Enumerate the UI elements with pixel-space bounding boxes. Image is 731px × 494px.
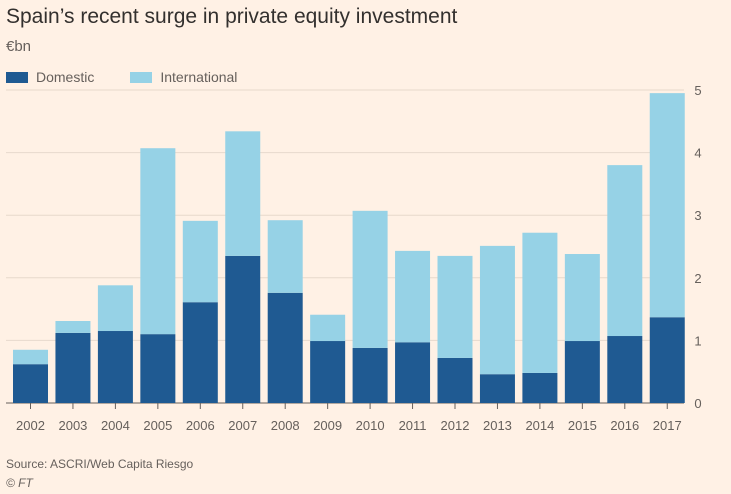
bar-international-2010 — [352, 210, 388, 348]
x-tick-label: 2002 — [16, 418, 45, 433]
bar-international-2015 — [564, 254, 600, 342]
bar-domestic-2009 — [310, 341, 346, 403]
bar-domestic-2007 — [225, 255, 261, 403]
bar-international-2005 — [140, 148, 176, 335]
x-tick-label: 2011 — [399, 418, 427, 433]
bar-international-2008 — [267, 220, 303, 293]
x-tick-label: 2014 — [525, 418, 554, 433]
legend: Domestic International — [6, 69, 265, 85]
bar-domestic-2008 — [267, 292, 303, 403]
bar-domestic-2013 — [479, 374, 515, 403]
x-tick-label: 2017 — [653, 418, 682, 433]
y-axis-unit: €bn — [6, 38, 32, 55]
bar-domestic-2010 — [352, 347, 388, 403]
chart-title: Spain’s recent surge in private equity i… — [6, 5, 458, 28]
bar-domestic-2016 — [607, 336, 643, 403]
x-tick-label: 2010 — [356, 418, 385, 433]
y-tick-label: 3 — [694, 208, 701, 223]
x-tick-label: 2013 — [483, 418, 512, 433]
x-tick-label: 2003 — [58, 418, 87, 433]
bar-domestic-2003 — [55, 332, 91, 403]
bar-international-2002 — [13, 349, 48, 365]
bar-international-2014 — [522, 232, 558, 373]
legend-label-domestic: Domestic — [36, 69, 95, 85]
y-tick-label: 1 — [694, 333, 701, 348]
bar-international-2006 — [182, 220, 218, 303]
bar-international-2009 — [310, 314, 346, 342]
legend-swatch-international — [130, 71, 153, 83]
bar-domestic-2014 — [522, 372, 558, 403]
bar-domestic-2012 — [437, 357, 473, 403]
source-note: Source: ASCRI/Web Capita Riesgo — [6, 457, 194, 471]
x-tick-label: 2012 — [441, 418, 470, 433]
bar-domestic-2002 — [13, 364, 48, 403]
x-tick-label: 2015 — [568, 418, 597, 433]
x-tick-label: 2016 — [610, 418, 639, 433]
bar-international-2013 — [479, 245, 515, 375]
bar-domestic-2015 — [564, 341, 600, 403]
x-tick-label: 2005 — [143, 418, 172, 433]
bar-domestic-2006 — [182, 302, 218, 403]
bar-international-2003 — [55, 320, 91, 333]
legend-item-international: International — [130, 69, 237, 85]
x-tick-label: 2009 — [313, 418, 342, 433]
y-tick-label: 2 — [694, 271, 701, 286]
y-tick-label: 5 — [694, 83, 701, 98]
bar-domestic-2004 — [97, 331, 133, 403]
x-tick-label: 2006 — [186, 418, 215, 433]
bar-international-2016 — [607, 165, 643, 337]
legend-item-domestic: Domestic — [6, 69, 94, 85]
y-tick-label: 0 — [694, 396, 701, 411]
bar-international-2004 — [97, 285, 133, 332]
x-tick-label: 2008 — [271, 418, 300, 433]
bar-international-2012 — [437, 255, 473, 358]
legend-swatch-domestic — [6, 71, 28, 83]
bar-international-2017 — [649, 93, 685, 318]
bar-international-2011 — [395, 250, 431, 343]
credit: © FT — [6, 476, 33, 490]
legend-label-international: International — [160, 69, 238, 85]
bar-international-2007 — [225, 131, 261, 256]
y-tick-label: 4 — [694, 146, 701, 161]
bar-domestic-2011 — [395, 342, 431, 403]
bar-domestic-2005 — [140, 334, 176, 403]
x-tick-label: 2007 — [228, 418, 257, 433]
x-tick-label: 2004 — [101, 418, 130, 433]
bar-domestic-2017 — [649, 317, 685, 403]
